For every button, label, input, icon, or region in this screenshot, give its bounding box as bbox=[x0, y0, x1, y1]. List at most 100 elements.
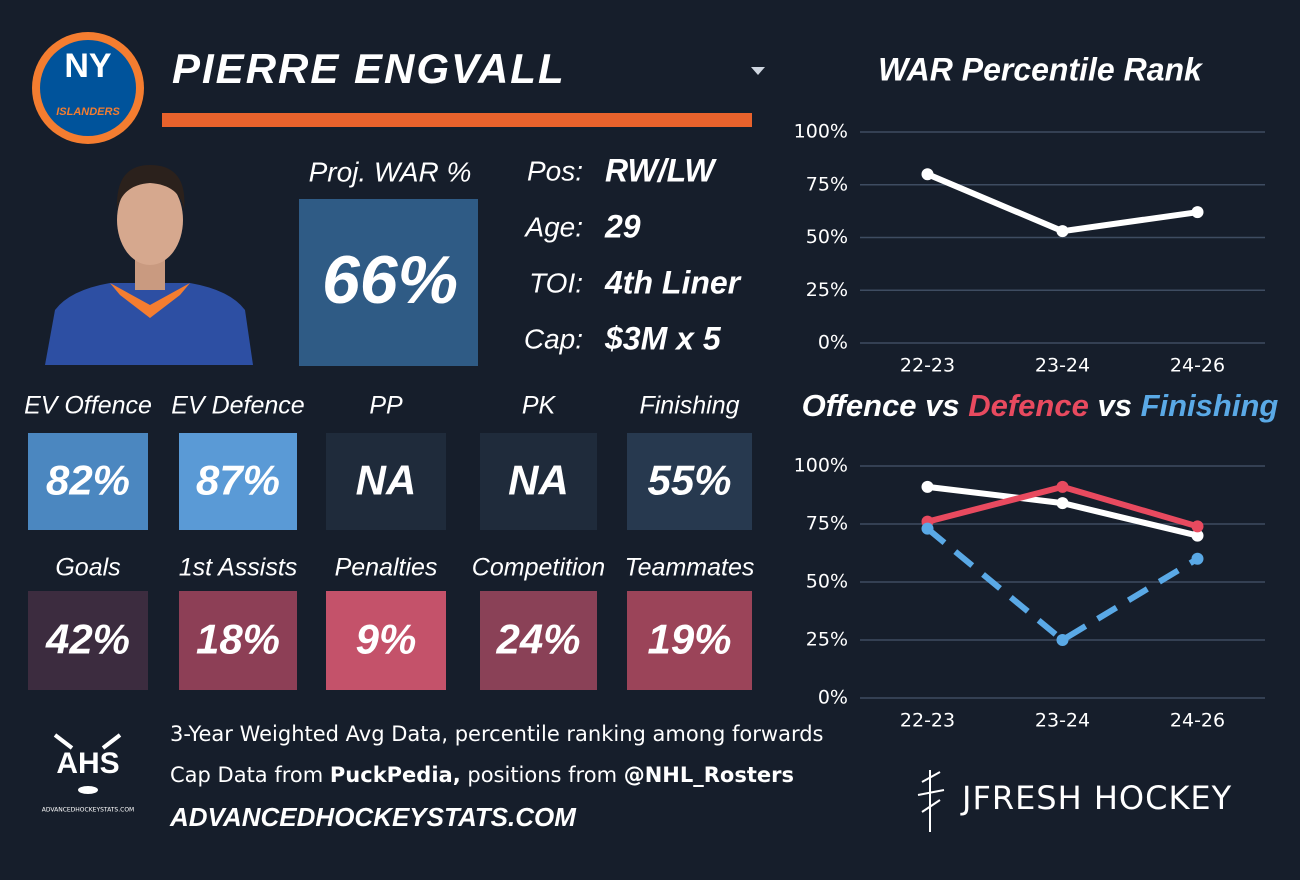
tile-label: Penalties bbox=[335, 554, 438, 582]
jersey bbox=[45, 283, 253, 365]
info-value: 29 bbox=[604, 208, 641, 244]
tile-value: 19% bbox=[647, 616, 731, 663]
y-tick-label: 50% bbox=[806, 571, 848, 593]
y-tick-label: 100% bbox=[794, 455, 848, 477]
tile bbox=[627, 433, 752, 530]
footer-part: Cap Data from bbox=[170, 763, 330, 787]
x-tick-label: 23-24 bbox=[1035, 355, 1090, 377]
x-tick-label: 24-26 bbox=[1170, 710, 1225, 732]
tile-label: 1st Assists bbox=[179, 554, 298, 582]
footer-line: Cap Data from PuckPedia, positions from … bbox=[170, 763, 794, 787]
tile-label: EV Offence bbox=[24, 392, 152, 420]
player-name: PIERRE ENGVALL bbox=[172, 45, 566, 92]
tile-value: 87% bbox=[196, 457, 280, 504]
chart-title: Offence vs Defence vs Finishing bbox=[802, 388, 1279, 423]
legend-entry: Defence bbox=[968, 388, 1089, 423]
chart-title: WAR Percentile Rank bbox=[878, 51, 1204, 87]
info-label: Pos: bbox=[527, 155, 583, 186]
brand-icon bbox=[917, 770, 945, 832]
info-value: RW/LW bbox=[605, 152, 717, 188]
logo-center bbox=[40, 40, 136, 136]
hair bbox=[116, 165, 185, 210]
logo-sub: ISLANDERS bbox=[56, 106, 120, 118]
x-tick-label: 22-23 bbox=[900, 355, 955, 377]
collar bbox=[110, 283, 190, 318]
y-tick-label: 25% bbox=[806, 279, 848, 301]
ahs-puck bbox=[78, 786, 98, 794]
y-tick-label: 75% bbox=[806, 173, 848, 195]
tile-value: 24% bbox=[495, 616, 580, 663]
footer-line: 3-Year Weighted Avg Data, percentile ran… bbox=[170, 722, 824, 746]
y-tick-label: 100% bbox=[794, 121, 848, 143]
tile-label: PK bbox=[522, 392, 557, 420]
info-label: TOI: bbox=[529, 267, 583, 298]
tiles: EV Offence 82% EV Defence 87% PP NA PK NA Finish… bbox=[24, 392, 754, 690]
name-underline bbox=[162, 113, 752, 127]
tile bbox=[326, 433, 446, 530]
y-tick-label: 0% bbox=[818, 687, 848, 709]
brand: JFRESH HOCKEY bbox=[960, 779, 1232, 817]
point bbox=[1191, 206, 1204, 219]
info-value: $3M x 5 bbox=[604, 320, 722, 356]
ahs-logo: AHS ADVANCEDHOCKEYSTATS.COM bbox=[42, 733, 134, 814]
ahs-sub: ADVANCEDHOCKEYSTATS.COM bbox=[42, 807, 134, 814]
proj-war-box bbox=[299, 199, 478, 366]
team-logo: NY ISLANDERS bbox=[32, 32, 144, 144]
footer-part: @NHL_Rosters bbox=[624, 763, 794, 787]
tile-label: PP bbox=[369, 392, 403, 420]
ahs-text: AHS bbox=[56, 747, 119, 780]
point bbox=[1056, 634, 1069, 646]
footer-part: positions from bbox=[461, 763, 624, 787]
tile-value: NA bbox=[508, 457, 569, 504]
proj-war-label: Proj. WAR % bbox=[309, 156, 472, 187]
info-block: Pos: RW/LW Age: 29 TOI: 4th Liner Cap: $3M x 5 bbox=[523, 152, 741, 356]
x-tick-label: 22-23 bbox=[900, 710, 955, 732]
point bbox=[1056, 480, 1069, 493]
tile bbox=[480, 591, 597, 690]
footer-url: ADVANCEDHOCKEYSTATS.COM bbox=[169, 802, 577, 832]
point bbox=[1191, 552, 1204, 565]
player-photo bbox=[45, 165, 253, 365]
footer-part: PuckPedia, bbox=[330, 763, 461, 787]
x-tick-label: 23-24 bbox=[1035, 710, 1090, 732]
info-value: 4th Liner bbox=[604, 264, 742, 300]
logo-text: NY bbox=[64, 47, 112, 85]
tile bbox=[28, 591, 148, 690]
tile bbox=[179, 433, 297, 530]
point bbox=[1191, 529, 1204, 542]
title-joiner: vs bbox=[1089, 388, 1141, 423]
point bbox=[1191, 520, 1204, 533]
charts: 0% 25% 50% 75% 100% 22-23 23-24 24-26 WAR Percen… bbox=[794, 51, 1279, 731]
y-tick-label: 0% bbox=[818, 332, 848, 354]
y-tick-label: 50% bbox=[806, 226, 848, 248]
tile-label: Teammates bbox=[625, 554, 755, 582]
proj-war-value: 66% bbox=[322, 242, 458, 318]
point bbox=[1056, 225, 1069, 238]
info-label: Cap: bbox=[524, 323, 583, 354]
dropdown-arrow[interactable] bbox=[751, 67, 765, 75]
point bbox=[921, 522, 934, 535]
tile bbox=[179, 591, 297, 690]
tile-value: 9% bbox=[356, 616, 417, 663]
tile-value: 18% bbox=[196, 616, 280, 663]
legend-entry: Offence bbox=[802, 388, 917, 423]
y-tick-label: 25% bbox=[806, 629, 848, 651]
tile-label: Competition bbox=[472, 554, 605, 582]
tile-value: 82% bbox=[46, 457, 130, 504]
tile bbox=[28, 433, 148, 530]
face bbox=[117, 175, 183, 265]
tile-label: EV Defence bbox=[171, 392, 304, 420]
brand-logo bbox=[917, 770, 945, 832]
tile bbox=[326, 591, 446, 690]
tile-label: Goals bbox=[55, 554, 120, 582]
tile-label: Finishing bbox=[639, 392, 739, 420]
legend-entry: Finishing bbox=[1141, 388, 1279, 423]
x-tick-label: 24-26 bbox=[1170, 355, 1225, 377]
tile-value: 55% bbox=[647, 457, 731, 504]
info-label: Age: bbox=[523, 211, 583, 242]
title-joiner: vs bbox=[917, 388, 969, 423]
point bbox=[921, 480, 934, 493]
ahs-sticks bbox=[53, 733, 122, 750]
